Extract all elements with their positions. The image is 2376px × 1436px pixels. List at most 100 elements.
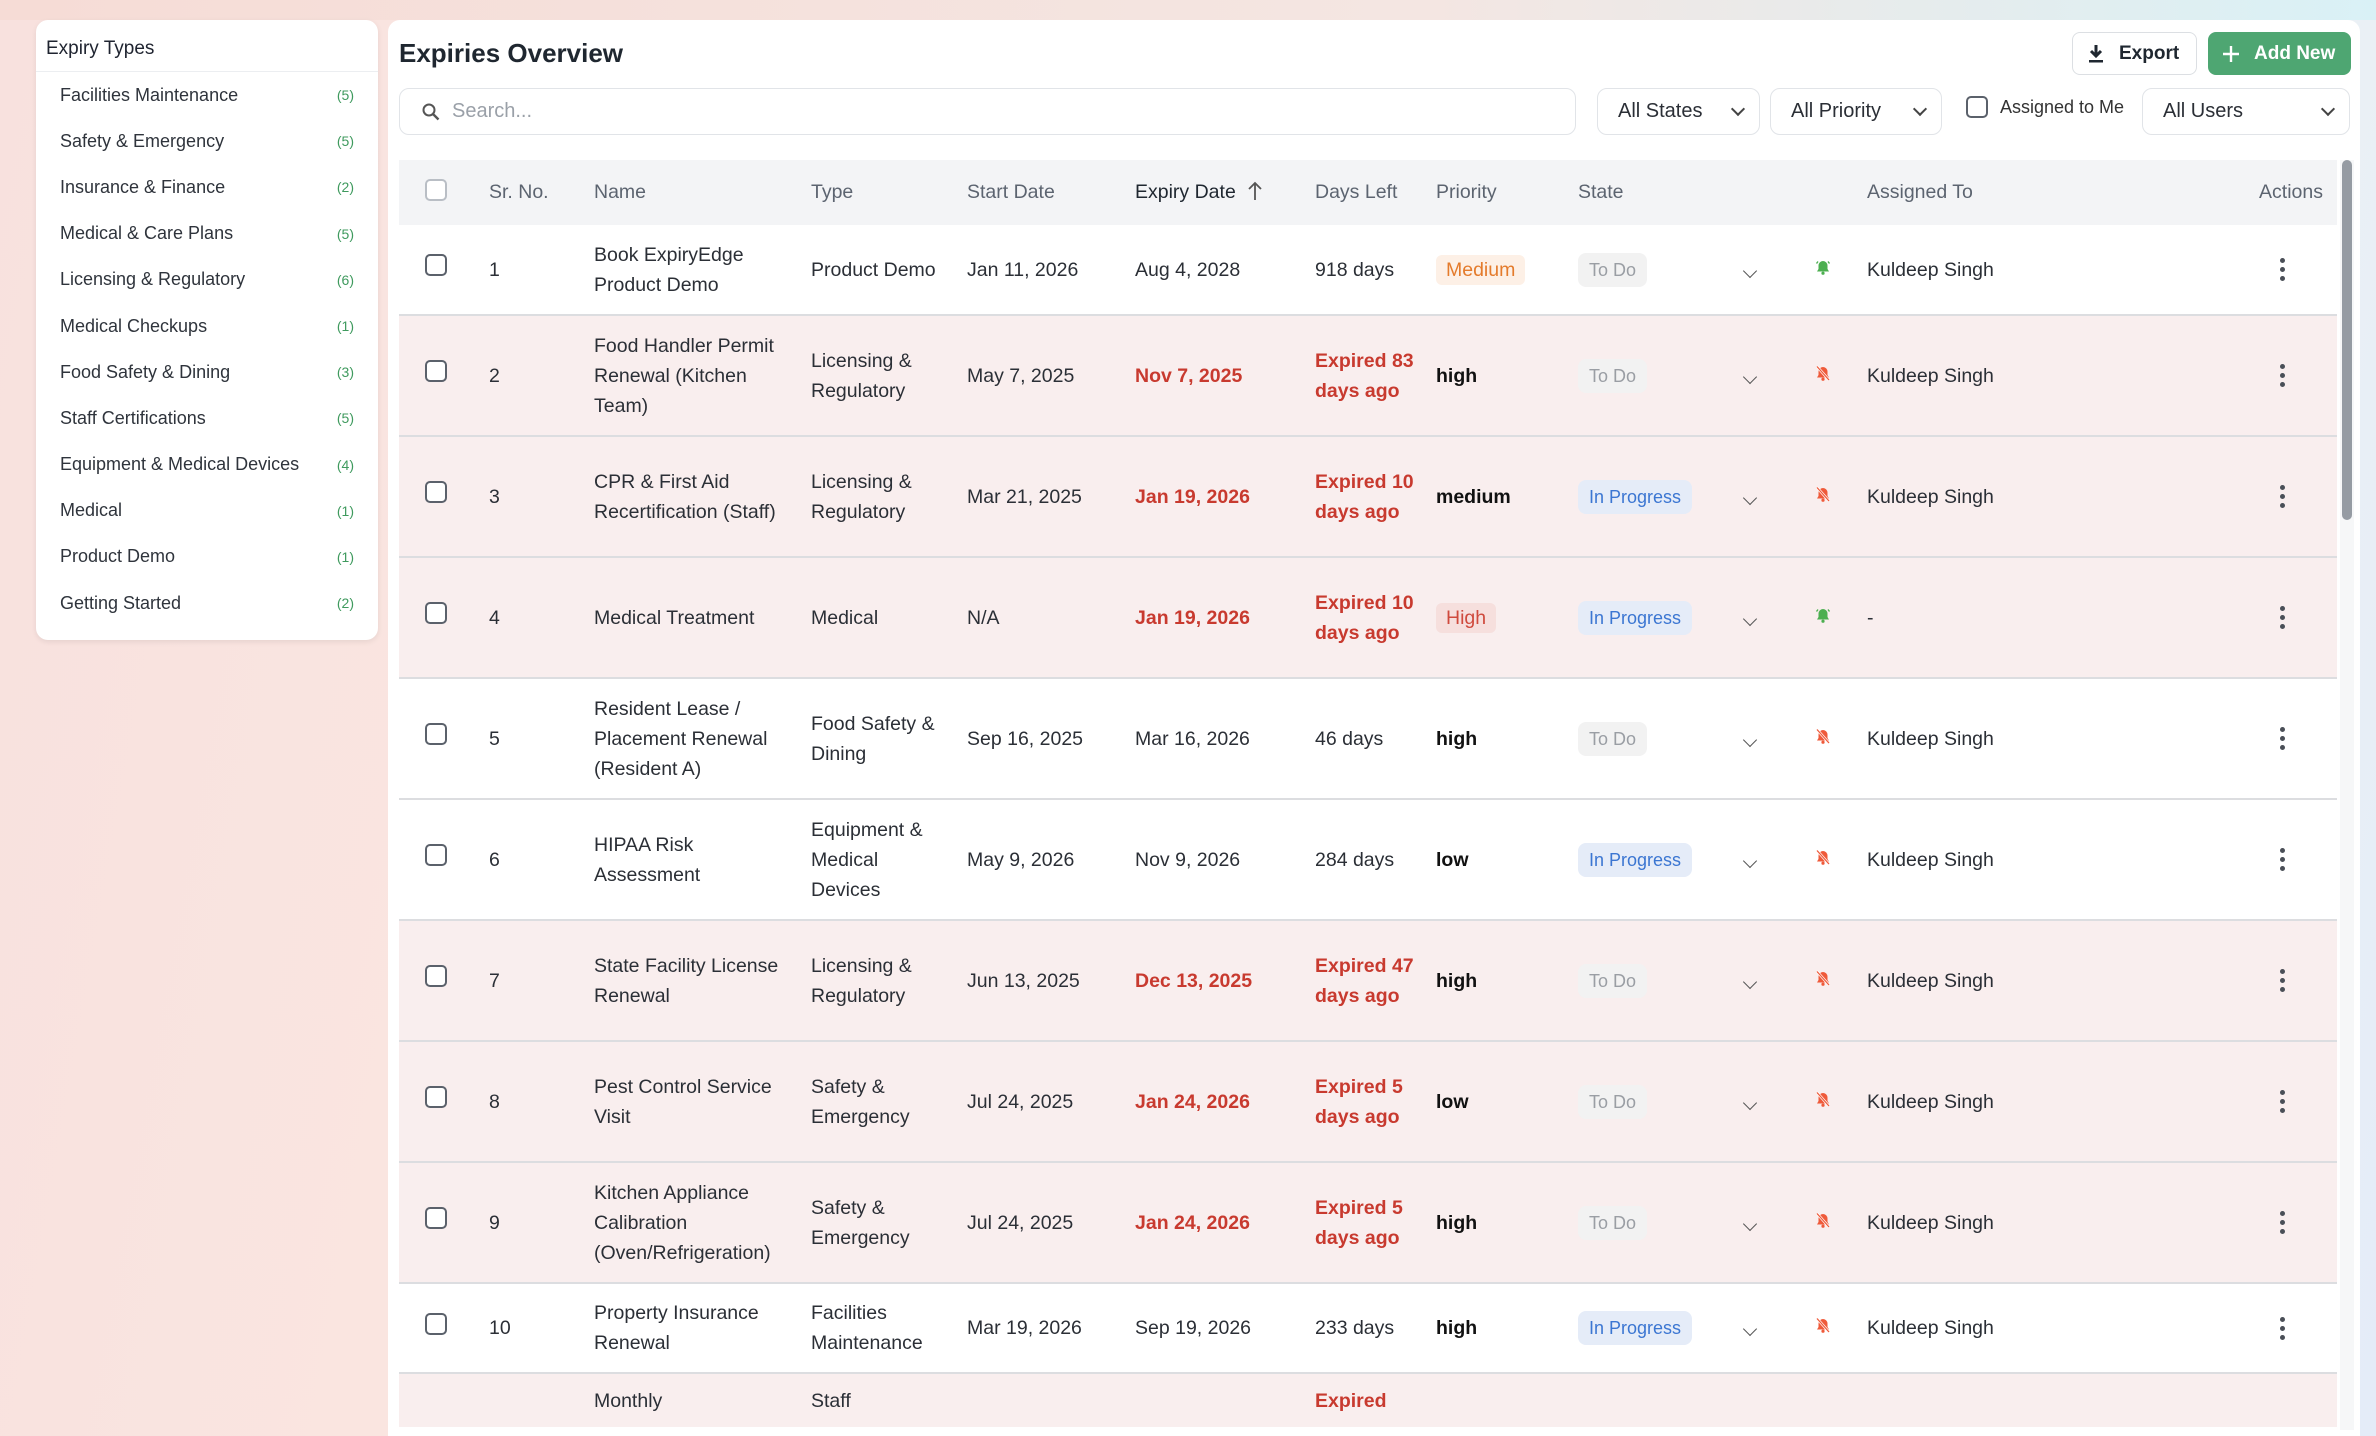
export-button[interactable]: Export bbox=[2072, 32, 2197, 75]
state-badge[interactable]: To Do bbox=[1578, 721, 1648, 756]
bell-icon[interactable] bbox=[1815, 259, 1831, 276]
more-actions-icon[interactable] bbox=[2279, 848, 2285, 871]
state-chevron-down-icon[interactable] bbox=[1742, 490, 1758, 505]
assigned-to-me-toggle[interactable]: Assigned to Me bbox=[1966, 96, 2124, 118]
sidebar-item[interactable]: Food Safety & Dining (3) bbox=[36, 349, 378, 395]
name-cell[interactable]: State Facility License Renewal bbox=[579, 920, 796, 1042]
name-cell[interactable]: Food Handler Permit Renewal (Kitchen Tea… bbox=[579, 315, 796, 437]
table-row[interactable]: 9 Kitchen Appliance Calibration (Oven/Re… bbox=[399, 1162, 2337, 1284]
bell-icon[interactable] bbox=[1815, 607, 1831, 624]
bell-off-icon[interactable] bbox=[1815, 1091, 1831, 1108]
table-row[interactable]: 4 Medical Treatment Medical N/A Jan 19, … bbox=[399, 557, 2337, 679]
users-filter-dropdown[interactable]: All Users bbox=[2142, 88, 2350, 135]
state-chevron-down-icon[interactable] bbox=[1742, 732, 1758, 747]
row-checkbox[interactable] bbox=[425, 481, 447, 503]
search-box[interactable] bbox=[399, 88, 1576, 135]
name-cell[interactable]: Medical Treatment bbox=[579, 557, 796, 679]
states-filter-dropdown[interactable]: All States bbox=[1597, 88, 1760, 135]
sidebar-item[interactable]: Staff Certifications (5) bbox=[36, 395, 378, 441]
table-row[interactable]: 10 Property Insurance Renewal Facilities… bbox=[399, 1283, 2337, 1374]
row-checkbox[interactable] bbox=[425, 844, 447, 866]
bell-off-icon[interactable] bbox=[1815, 486, 1831, 503]
table-row[interactable]: 5 Resident Lease / Placement Renewal (Re… bbox=[399, 678, 2337, 800]
column-header-state[interactable]: State bbox=[1563, 160, 1730, 225]
more-actions-icon[interactable] bbox=[2279, 1316, 2285, 1340]
row-checkbox[interactable] bbox=[425, 965, 447, 987]
search-input[interactable] bbox=[452, 100, 1452, 123]
row-checkbox[interactable] bbox=[425, 360, 447, 382]
state-badge[interactable]: In Progress bbox=[1578, 1311, 1693, 1345]
name-cell[interactable]: Pest Control Service Visit bbox=[579, 1041, 796, 1163]
table-row[interactable]: Monthly Staff Expired bbox=[399, 1373, 2337, 1427]
sidebar-item[interactable]: Getting Started (2) bbox=[36, 580, 378, 626]
more-actions-icon[interactable] bbox=[2279, 1090, 2285, 1113]
row-checkbox[interactable] bbox=[425, 1086, 447, 1108]
bell-off-icon[interactable] bbox=[1815, 849, 1831, 866]
table-row[interactable]: 7 State Facility License Renewal Licensi… bbox=[399, 920, 2337, 1042]
state-badge[interactable]: To Do bbox=[1578, 1084, 1648, 1119]
sidebar-item[interactable]: Safety & Emergency (5) bbox=[36, 118, 378, 164]
state-chevron-down-icon[interactable] bbox=[1742, 369, 1758, 384]
column-header-start-date[interactable]: Start Date bbox=[952, 160, 1120, 225]
more-actions-icon[interactable] bbox=[2279, 606, 2285, 629]
row-checkbox[interactable] bbox=[425, 1207, 447, 1229]
select-all-checkbox[interactable] bbox=[425, 178, 447, 201]
state-chevron-down-icon[interactable] bbox=[1742, 974, 1758, 989]
sidebar-item[interactable]: Facilities Maintenance (5) bbox=[36, 72, 378, 118]
row-checkbox[interactable] bbox=[425, 1312, 447, 1335]
table-row[interactable]: 2 Food Handler Permit Renewal (Kitchen T… bbox=[399, 315, 2337, 437]
bell-off-icon[interactable] bbox=[1815, 365, 1831, 382]
state-badge[interactable]: To Do bbox=[1578, 963, 1648, 998]
state-badge[interactable]: To Do bbox=[1578, 358, 1648, 393]
name-cell[interactable]: CPR & First Aid Recertification (Staff) bbox=[579, 436, 796, 558]
more-actions-icon[interactable] bbox=[2279, 969, 2285, 992]
state-chevron-down-icon[interactable] bbox=[1742, 1216, 1758, 1231]
state-badge[interactable]: In Progress bbox=[1578, 600, 1693, 635]
column-header-sr-no[interactable]: Sr. No. bbox=[474, 160, 579, 225]
column-header-type[interactable]: Type bbox=[796, 160, 952, 225]
table-row[interactable]: 6 HIPAA Risk Assessment Equipment & Medi… bbox=[399, 799, 2337, 921]
sidebar-item[interactable]: Medical (1) bbox=[36, 488, 378, 534]
sidebar-item[interactable]: Insurance & Finance (2) bbox=[36, 164, 378, 210]
sidebar-item[interactable]: Medical Checkups (1) bbox=[36, 303, 378, 349]
bell-off-icon[interactable] bbox=[1815, 970, 1831, 987]
column-header-name[interactable]: Name bbox=[579, 160, 796, 225]
bell-off-icon[interactable] bbox=[1815, 728, 1831, 745]
state-badge[interactable]: To Do bbox=[1578, 252, 1648, 287]
table-row[interactable]: 3 CPR & First Aid Recertification (Staff… bbox=[399, 436, 2337, 558]
row-checkbox[interactable] bbox=[425, 723, 447, 745]
assigned-to-me-checkbox[interactable] bbox=[1966, 96, 1988, 118]
column-header-priority[interactable]: Priority bbox=[1421, 160, 1563, 225]
state-badge[interactable]: In Progress bbox=[1578, 479, 1693, 514]
sidebar-item[interactable]: Product Demo (1) bbox=[36, 534, 378, 580]
bell-off-icon[interactable] bbox=[1815, 1317, 1831, 1334]
table-row[interactable]: 8 Pest Control Service Visit Safety & Em… bbox=[399, 1041, 2337, 1163]
more-actions-icon[interactable] bbox=[2279, 1211, 2285, 1234]
row-checkbox[interactable] bbox=[425, 254, 447, 276]
column-header-assigned-to[interactable]: Assigned To bbox=[1852, 160, 2200, 225]
more-actions-icon[interactable] bbox=[2279, 258, 2285, 281]
sidebar-item[interactable]: Medical & Care Plans (5) bbox=[36, 211, 378, 257]
state-badge[interactable]: To Do bbox=[1578, 1205, 1648, 1240]
name-cell[interactable]: Property Insurance Renewal bbox=[579, 1283, 796, 1374]
row-checkbox[interactable] bbox=[425, 602, 447, 624]
name-cell[interactable]: HIPAA Risk Assessment bbox=[579, 799, 796, 921]
name-cell[interactable]: Monthly bbox=[579, 1373, 796, 1427]
more-actions-icon[interactable] bbox=[2279, 485, 2285, 508]
state-chevron-down-icon[interactable] bbox=[1742, 853, 1758, 868]
bell-off-icon[interactable] bbox=[1815, 1212, 1831, 1229]
column-header-days-left[interactable]: Days Left bbox=[1300, 160, 1421, 225]
column-header-expiry-date[interactable]: Expiry Date bbox=[1120, 160, 1300, 225]
state-chevron-down-icon[interactable] bbox=[1742, 611, 1758, 626]
state-chevron-down-icon[interactable] bbox=[1742, 1321, 1758, 1337]
name-cell[interactable]: Resident Lease / Placement Renewal (Resi… bbox=[579, 678, 796, 800]
priority-filter-dropdown[interactable]: All Priority bbox=[1770, 88, 1942, 135]
state-chevron-down-icon[interactable] bbox=[1742, 263, 1758, 278]
sidebar-item[interactable]: Licensing & Regulatory (6) bbox=[36, 257, 378, 303]
table-row[interactable]: 1 Book ExpiryEdge Product Demo Product D… bbox=[399, 225, 2337, 316]
name-cell[interactable]: Kitchen Appliance Calibration (Oven/Refr… bbox=[579, 1162, 796, 1284]
sidebar-item[interactable]: Equipment & Medical Devices (4) bbox=[36, 442, 378, 488]
name-cell[interactable]: Book ExpiryEdge Product Demo bbox=[579, 225, 796, 316]
more-actions-icon[interactable] bbox=[2279, 727, 2285, 750]
scrollbar-thumb[interactable] bbox=[2342, 160, 2352, 520]
